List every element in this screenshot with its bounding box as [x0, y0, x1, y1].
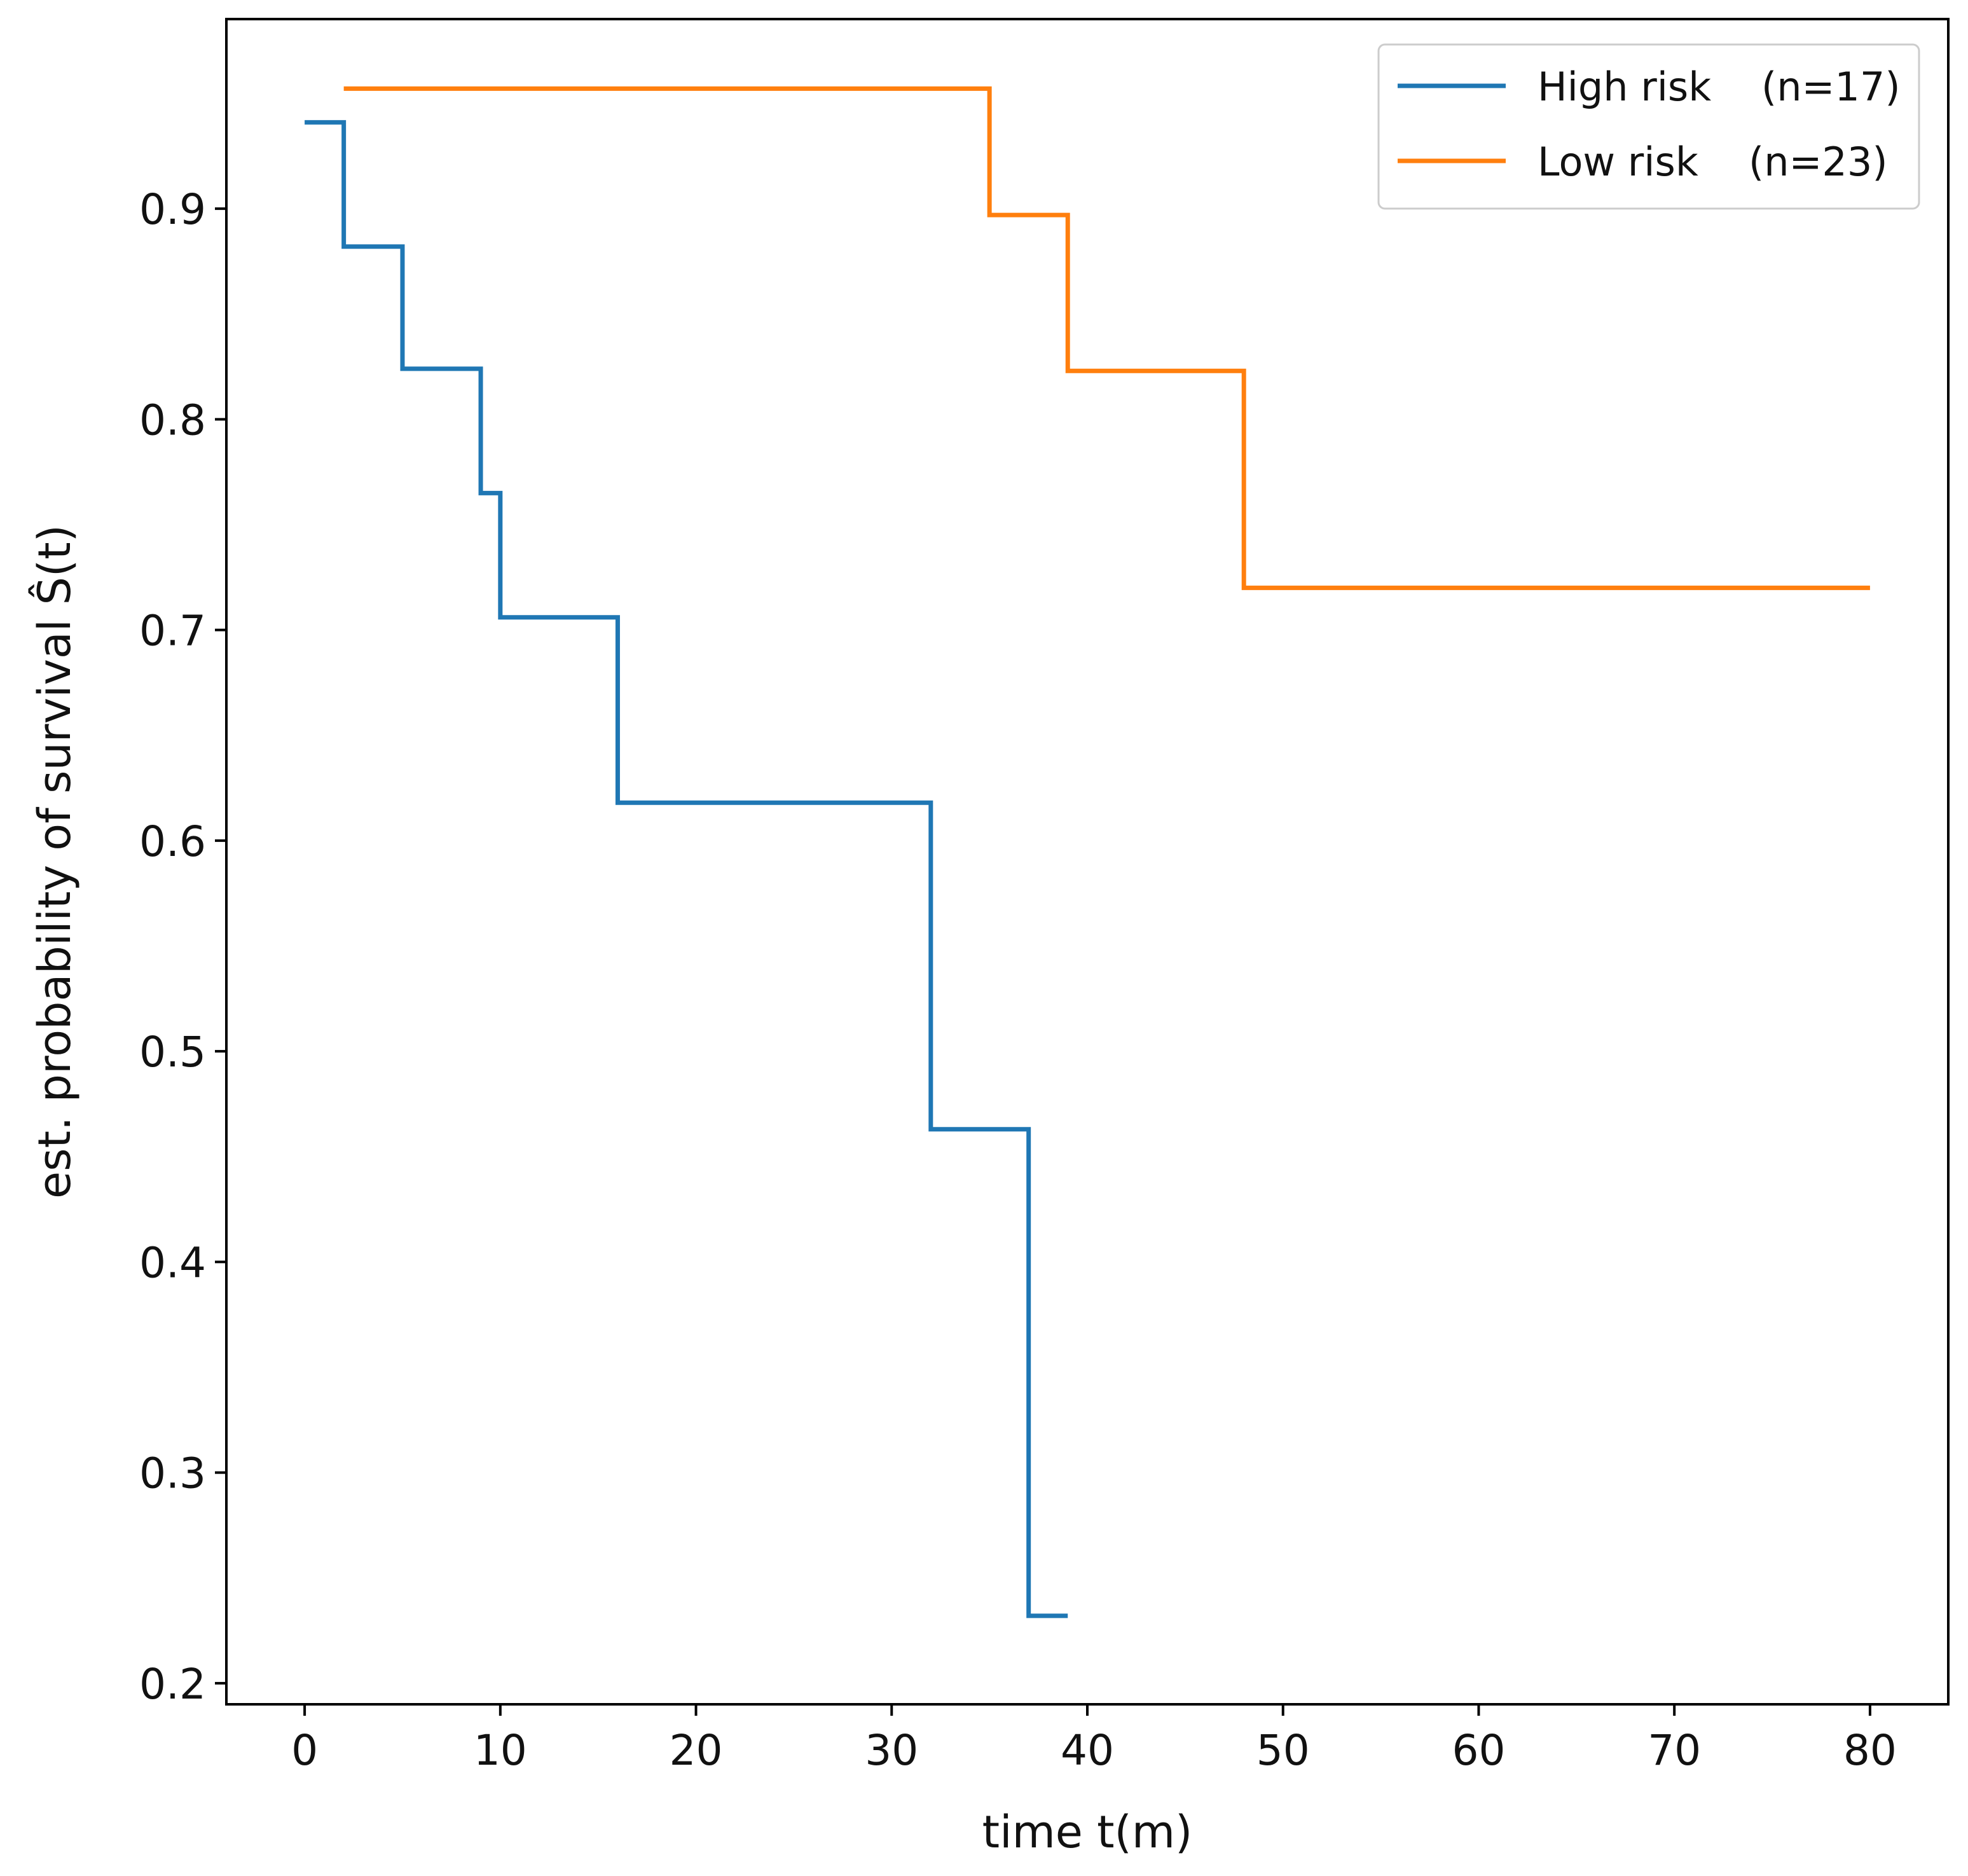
x-tick-label: 20 [670, 1726, 723, 1775]
legend: High risk (n=17) Low risk (n=23) [1377, 43, 1920, 210]
y-tick-label: 0.6 [139, 817, 206, 866]
y-tick-label: 0.2 [139, 1660, 206, 1709]
y-tick-label: 0.8 [139, 396, 206, 445]
y-tick-label: 0.4 [139, 1238, 206, 1287]
plot-content [305, 86, 1870, 1618]
series-line-high-risk [305, 120, 1068, 1618]
x-tick-label: 40 [1061, 1726, 1114, 1775]
axis-ticks: 0 10 20 30 40 50 60 70 80 0.2 0.3 0.4 0.5 0.6 0.7 0.8 0.… [139, 185, 1897, 1775]
legend-label-low-risk: Low risk [1538, 139, 1698, 185]
y-tick-label: 0.7 [139, 607, 206, 656]
x-tick-label: 50 [1256, 1726, 1310, 1775]
y-tick-label: 0.5 [139, 1028, 206, 1077]
x-tick-label: 30 [865, 1726, 918, 1775]
legend-count-low-risk: (n=23) [1749, 139, 1888, 185]
legend-box [1377, 43, 1920, 210]
x-axis-label: time t(m) [982, 1806, 1193, 1858]
y-tick-label: 0.3 [139, 1449, 206, 1498]
plot-frame [225, 18, 1950, 1706]
x-tick-label: 0 [291, 1726, 318, 1775]
y-axis-label: est. probability of survival Ŝ(t) [29, 525, 81, 1199]
legend-label-high-risk: High risk [1538, 64, 1711, 110]
x-tick-label: 10 [474, 1726, 527, 1775]
x-tick-label: 70 [1648, 1726, 1701, 1775]
legend-count-high-risk: (n=17) [1761, 64, 1901, 110]
y-tick-label: 0.9 [139, 185, 206, 234]
x-tick-label: 80 [1843, 1726, 1897, 1775]
x-tick-label: 60 [1452, 1726, 1505, 1775]
series-line-low-risk [343, 86, 1870, 590]
